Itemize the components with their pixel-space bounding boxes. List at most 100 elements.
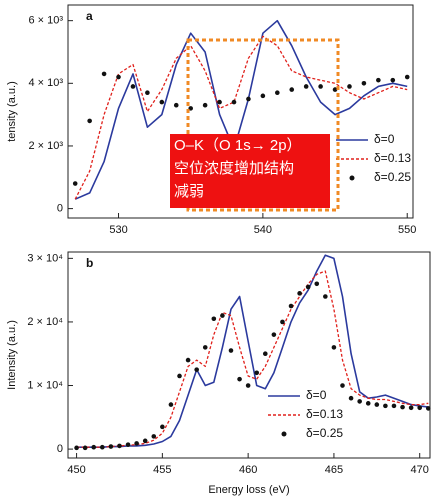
data-dot (72, 181, 78, 186)
data-dot (100, 444, 105, 450)
y-tick-label: 2 × 10³ (28, 140, 63, 152)
series-group (72, 19, 410, 200)
y-tick-label: 3 × 10⁴ (27, 252, 63, 264)
data-dot (383, 403, 388, 409)
x-tick-label: 455 (153, 464, 171, 476)
data-dot (340, 383, 345, 388)
data-dot (390, 77, 396, 83)
data-dot (408, 405, 414, 411)
legend-label: δ=0.25 (374, 170, 411, 184)
annotation-text: O–K（O 1s→ 2p） (174, 137, 302, 154)
data-dot (365, 401, 371, 406)
legend-label: δ=0.25 (306, 426, 343, 440)
data-dot (202, 345, 208, 350)
data-dot (173, 102, 179, 108)
x-tick-label: 465 (325, 464, 343, 476)
data-dot (108, 444, 114, 449)
y-tick-label: 4 × 10³ (28, 77, 63, 89)
data-dot (275, 90, 280, 96)
y-axis-label: tensity (a.u.) (6, 81, 18, 142)
data-dot (271, 332, 277, 337)
data-dot (91, 444, 97, 450)
y-tick-label: 6 × 10³ (28, 15, 63, 27)
data-dot (361, 81, 367, 86)
data-dot (357, 399, 362, 404)
legend-label: δ=0.13 (374, 151, 411, 165)
x-tick-label: 550 (398, 224, 416, 236)
data-dot (331, 345, 337, 350)
data-dot (391, 403, 397, 409)
data-dot (305, 284, 311, 290)
data-dot (74, 445, 79, 451)
y-tick-label: 2 × 10⁴ (27, 316, 63, 328)
data-dot (185, 357, 191, 363)
y-tick-label: 0 (57, 203, 63, 215)
data-dot (177, 373, 182, 379)
data-dot (142, 438, 148, 444)
y-axis-label: Intensity (a.u.) (6, 320, 18, 390)
data-dot (116, 74, 121, 80)
data-dot (168, 402, 174, 407)
data-dot (101, 71, 107, 77)
data-dot (288, 303, 294, 309)
data-dot (237, 376, 242, 382)
data-dot (151, 434, 157, 439)
x-tick-label: 470 (411, 464, 429, 476)
series-line (74, 19, 408, 200)
data-dot (297, 291, 302, 296)
data-dot (246, 96, 251, 102)
panel-label: a (86, 9, 93, 23)
annotation-text: 空位浓度增加结构 (174, 160, 294, 177)
data-dot (117, 443, 122, 449)
annotation-text: 减弱 (174, 183, 204, 200)
data-dot (87, 118, 92, 124)
series-line (74, 35, 408, 200)
data-dot (220, 313, 225, 318)
highlight-box (186, 38, 340, 212)
data-dot (82, 445, 88, 451)
data-dot (130, 84, 136, 89)
data-dot (404, 74, 410, 80)
data-dot (303, 84, 309, 89)
data-dot (289, 87, 295, 92)
data-dot (254, 370, 260, 376)
legend-label: δ=0 (374, 132, 395, 146)
data-dot (228, 348, 234, 353)
data-dot (347, 84, 352, 89)
data-dot (374, 402, 380, 407)
plot-frame (67, 4, 414, 219)
data-dot (188, 106, 193, 111)
panel-label: b (86, 256, 93, 270)
data-dot (160, 424, 165, 430)
y-tick-label: 0 (57, 443, 63, 455)
data-dot (202, 102, 208, 108)
legend-dot (349, 175, 355, 181)
data-dot (280, 319, 285, 325)
data-dot (125, 442, 131, 447)
x-tick-label: 460 (239, 464, 257, 476)
data-dot (231, 99, 237, 105)
legend-label: δ=0 (306, 388, 327, 402)
data-dot (145, 90, 150, 96)
data-dot (245, 383, 251, 388)
y-tick-label: 1 × 10⁴ (27, 379, 63, 391)
data-dot (159, 99, 165, 105)
x-axis-label: Energy loss (eV) (208, 484, 289, 496)
x-tick-label: 540 (254, 224, 272, 236)
x-tick-label: 450 (67, 464, 85, 476)
data-dot (400, 404, 405, 410)
data-dot (262, 351, 268, 357)
legend-dot (281, 431, 287, 437)
data-dot (417, 405, 423, 411)
data-dot (217, 99, 222, 105)
data-dot (318, 84, 323, 89)
series-line (76, 270, 429, 448)
data-dot (425, 406, 431, 411)
x-tick-label: 530 (109, 224, 127, 236)
series-group (74, 254, 431, 451)
data-dot (348, 395, 354, 401)
plot-frame (67, 251, 431, 459)
legend-label: δ=0.13 (306, 407, 343, 421)
data-dot (260, 93, 266, 99)
annotation-bg (170, 134, 330, 208)
